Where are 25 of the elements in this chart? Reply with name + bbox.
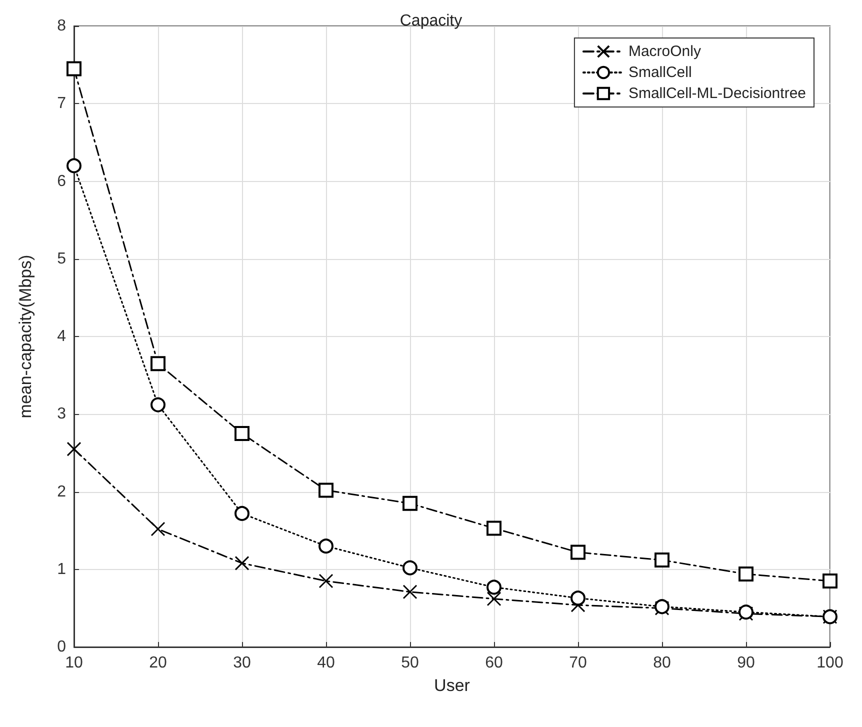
y-tick-label: 5 (57, 250, 66, 268)
y-tick-label: 2 (57, 483, 66, 500)
x-tick-label: 80 (653, 654, 671, 672)
y-tick-label: 8 (57, 18, 66, 34)
y-tick-label: 3 (57, 406, 66, 423)
legend-label: MacroOnly (628, 43, 702, 60)
x-tick-label: 30 (233, 654, 251, 672)
x-tick-label: 50 (401, 654, 419, 672)
legend-label: SmallCell (628, 64, 692, 81)
y-axis-title: mean-capacity(Mbps) (16, 254, 35, 418)
x-axis-title: User (434, 676, 470, 695)
x-tick-label: 20 (149, 654, 167, 672)
y-tick-label: 4 (57, 328, 66, 345)
x-tick-label: 40 (317, 654, 335, 672)
x-tick-label: 10 (65, 654, 83, 672)
y-tick-label: 6 (57, 172, 66, 190)
y-tick-label: 7 (57, 95, 66, 112)
x-tick-label: 60 (485, 654, 503, 672)
x-tick-label: 90 (737, 654, 755, 672)
x-tick-label: 70 (569, 654, 587, 672)
y-tick-label: 1 (57, 560, 66, 578)
legend-label: SmallCell-ML-Decisiontree (628, 85, 806, 102)
chart-title: Capacity (400, 12, 462, 30)
x-tick-label: 100 (816, 654, 844, 672)
y-tick-label: 0 (57, 638, 66, 656)
